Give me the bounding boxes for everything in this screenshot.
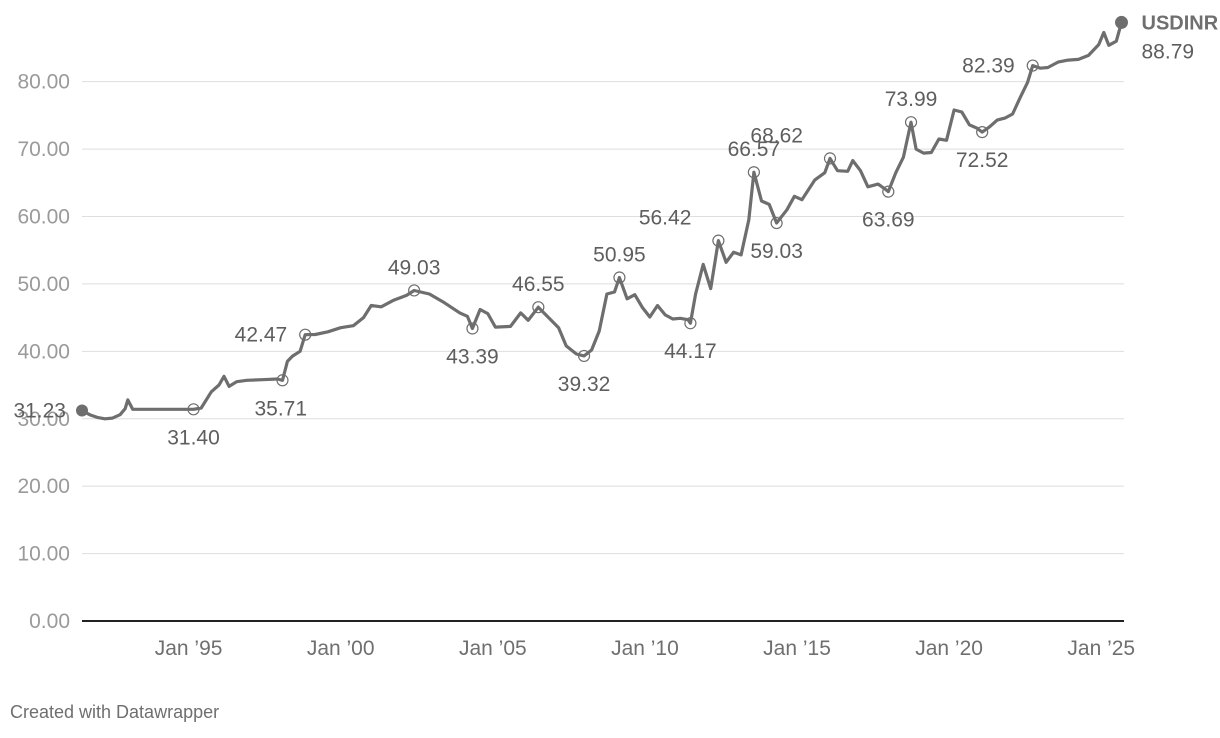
y-tick-label: 80.00 <box>17 71 70 94</box>
series-line-usdinr <box>80 20 1124 421</box>
annotation-label: 35.71 <box>254 397 307 420</box>
annotation-label: 49.03 <box>388 256 441 279</box>
annotation-marker <box>976 126 989 139</box>
y-tick-label: 30.00 <box>17 408 70 431</box>
annotation-marker <box>882 185 895 198</box>
annotation-label: 44.17 <box>664 340 717 363</box>
annotation-label: 56.42 <box>639 207 692 230</box>
annotation-marker <box>684 317 697 330</box>
annotations: 31.23 31.40 35.71 42.47 49.03 43.39 46.55 39.32… <box>13 55 1039 449</box>
x-tick-label: Jan ’10 <box>611 637 679 660</box>
x-tick-label: Jan ’15 <box>763 637 831 660</box>
annotation-marker <box>408 284 421 297</box>
series-last-value: 88.79 <box>1142 40 1195 63</box>
annotation-marker <box>577 349 591 363</box>
y-tick-label: 60.00 <box>17 206 70 229</box>
gridlines <box>82 81 1124 555</box>
annotation-marker <box>299 328 312 341</box>
annotation-label: 59.03 <box>750 240 803 263</box>
annotation-marker <box>747 166 760 179</box>
annotation-label: 72.52 <box>956 149 1009 172</box>
annotation-marker <box>76 404 88 417</box>
annotation-marker <box>532 301 545 314</box>
annotation-label: 31.23 <box>13 399 66 422</box>
y-tick-label: 0.00 <box>29 610 70 633</box>
annotation-marker <box>712 234 725 247</box>
annotation-label: 42.47 <box>235 324 288 347</box>
annotation-label: 66.57 <box>728 138 781 161</box>
x-tick-label: Jan ’20 <box>915 637 983 660</box>
annotation-marker <box>823 152 837 165</box>
y-tick-label: 40.00 <box>17 340 70 363</box>
annotation-marker <box>770 216 783 230</box>
annotation-label: 43.39 <box>446 345 499 368</box>
series-end-label: USDINR 88.79 <box>1115 12 1219 63</box>
y-tick-label: 20.00 <box>17 475 70 498</box>
y-axis-ticks: 0.00 10.00 20.00 30.00 40.00 50.00 60.00 70.00 8… <box>17 71 70 633</box>
x-tick-label: Jan ’00 <box>307 637 375 660</box>
x-tick-label: Jan ’95 <box>155 637 223 660</box>
annotation-marker <box>276 374 289 387</box>
annotation-label: 82.39 <box>962 55 1015 78</box>
y-tick-label: 10.00 <box>17 543 70 566</box>
annotation-label: 73.99 <box>885 88 938 111</box>
annotation-label: 68.62 <box>750 124 803 147</box>
annotation-marker <box>1026 59 1039 72</box>
y-tick-label: 70.00 <box>17 138 70 161</box>
annotation-marker <box>187 403 200 416</box>
x-tick-label: Jan ’05 <box>459 637 527 660</box>
annotation-marker <box>466 322 479 335</box>
annotation-label: 50.95 <box>593 244 646 267</box>
x-tick-label: Jan ’25 <box>1067 637 1135 660</box>
annotation-label: 39.32 <box>558 373 611 396</box>
series-end-dot <box>1115 15 1129 29</box>
annotation-label: 63.69 <box>862 209 915 232</box>
y-tick-label: 50.00 <box>17 273 70 296</box>
annotation-marker <box>613 271 626 284</box>
annotation-label: 46.55 <box>512 273 565 296</box>
credit-text: Created with Datawrapper <box>10 702 220 722</box>
x-axis-ticks: Jan ’95 Jan ’00 Jan ’05 Jan ’10 Jan ’15 Jan ’… <box>155 637 1135 660</box>
annotation-label: 31.40 <box>167 426 220 449</box>
annotation-marker <box>904 116 918 129</box>
series-name-label: USDINR <box>1142 12 1219 34</box>
